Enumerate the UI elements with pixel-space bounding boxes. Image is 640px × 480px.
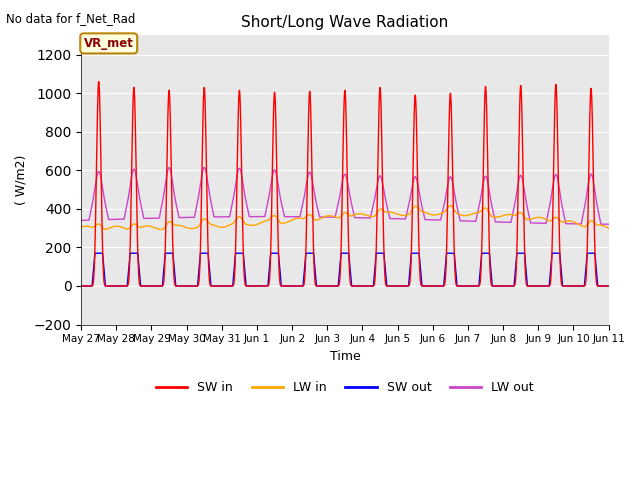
LW out [434,217,442,223]
SW in [325,283,333,289]
SW in [434,283,442,289]
SW in [172,283,180,289]
LW in [604,225,612,231]
SW in [77,283,85,289]
LW out [605,221,612,227]
SW out [605,283,612,289]
Text: VR_met: VR_met [84,37,134,50]
LW in [446,203,454,208]
SW in [95,79,102,84]
LW in [172,222,180,228]
LW in [77,224,85,230]
SW in [604,283,612,289]
LW in [493,214,501,220]
LW out [463,218,471,224]
SW out [91,251,99,256]
LW in [463,213,471,218]
LW out [604,221,612,227]
Y-axis label: ( W/m2): ( W/m2) [15,155,28,205]
Line: LW out: LW out [81,168,609,224]
SW out [604,283,612,289]
SW in [605,283,612,289]
SW in [493,283,500,289]
LW out [200,165,208,170]
Line: SW out: SW out [81,253,609,286]
Text: No data for f_Net_Rad: No data for f_Net_Rad [6,12,136,25]
Line: LW in: LW in [81,205,609,229]
X-axis label: Time: Time [330,350,360,363]
SW out [493,283,500,289]
LW out [493,219,500,225]
SW out [463,283,471,289]
SW out [77,283,85,289]
Legend: SW in, LW in, SW out, LW out: SW in, LW in, SW out, LW out [151,376,539,399]
LW in [434,212,442,217]
SW out [434,283,442,289]
LW in [325,213,333,219]
LW out [172,200,180,206]
SW out [325,283,333,289]
LW out [325,214,333,220]
SW in [463,283,471,289]
SW out [172,283,180,289]
LW out [77,217,85,223]
LW in [605,225,612,231]
LW in [158,227,166,232]
Line: SW in: SW in [81,82,609,286]
Title: Short/Long Wave Radiation: Short/Long Wave Radiation [241,15,449,30]
